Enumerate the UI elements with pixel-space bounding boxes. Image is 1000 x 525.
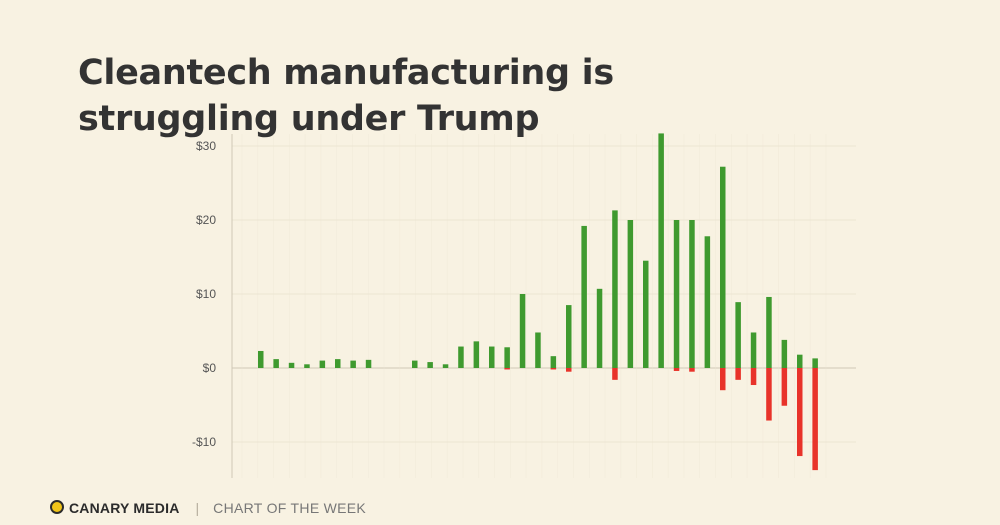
brand-name: CANARY MEDIA bbox=[69, 500, 180, 516]
bar-positive bbox=[766, 296, 772, 368]
bar-positive bbox=[612, 210, 618, 368]
y-tick-label: -$10 bbox=[192, 435, 216, 449]
bar-negative bbox=[550, 368, 557, 370]
y-axis-labels: $30 $20 $10 $0 -$10 bbox=[192, 139, 216, 449]
footer-separator: | bbox=[195, 500, 200, 516]
bar-negative bbox=[566, 368, 572, 372]
bar-positive bbox=[550, 356, 557, 368]
y-tick-label: $30 bbox=[196, 139, 216, 153]
bar-positive bbox=[319, 360, 326, 368]
bar-positive bbox=[735, 302, 741, 368]
y-tick-label: $10 bbox=[196, 287, 216, 301]
bar-positive bbox=[581, 225, 587, 368]
bar-positive bbox=[704, 236, 711, 368]
y-tick-label: $20 bbox=[196, 213, 216, 227]
bar-negative bbox=[720, 368, 726, 391]
grid-lines bbox=[231, 134, 856, 478]
bar-positive bbox=[535, 332, 541, 368]
bar-positive bbox=[273, 359, 279, 368]
bar-positive bbox=[797, 354, 803, 368]
canary-logo-icon bbox=[50, 500, 64, 514]
bar-positive bbox=[643, 260, 649, 368]
bar-positive bbox=[427, 362, 433, 368]
bar-positive bbox=[566, 305, 572, 368]
bar-positive bbox=[673, 220, 680, 368]
bar-positive bbox=[504, 347, 510, 368]
bar-positive bbox=[812, 358, 818, 368]
bar-positive bbox=[335, 359, 341, 368]
bar-positive bbox=[442, 364, 449, 368]
bar-positive bbox=[689, 220, 695, 368]
bar-positive bbox=[458, 346, 464, 368]
bar-positive bbox=[658, 133, 664, 368]
bar-positive bbox=[596, 288, 603, 368]
bar-positive bbox=[365, 359, 372, 368]
bar-positive bbox=[473, 341, 480, 368]
bars bbox=[258, 133, 818, 471]
bar-positive bbox=[750, 332, 757, 368]
bar-positive bbox=[412, 360, 418, 368]
footer: CANARY MEDIA | CHART OF THE WEEK bbox=[50, 496, 366, 520]
bar-positive bbox=[258, 350, 264, 368]
bar-positive bbox=[781, 339, 788, 368]
bar-negative bbox=[797, 368, 803, 457]
bar-negative bbox=[612, 368, 618, 380]
bar-negative bbox=[750, 368, 757, 386]
bar-positive bbox=[304, 364, 310, 368]
bar-negative bbox=[689, 368, 695, 372]
bar-negative bbox=[673, 368, 680, 371]
bar-positive bbox=[489, 346, 495, 368]
bar-negative bbox=[735, 368, 741, 380]
bar-negative bbox=[504, 368, 510, 370]
bar-positive bbox=[350, 360, 356, 368]
footer-tagline: CHART OF THE WEEK bbox=[213, 500, 367, 516]
bar-positive bbox=[288, 362, 295, 368]
bar-negative bbox=[812, 368, 818, 471]
y-tick-label: $0 bbox=[203, 361, 217, 375]
bar-positive bbox=[720, 166, 726, 368]
bar-positive bbox=[519, 294, 526, 368]
bar-negative bbox=[781, 368, 788, 406]
bar-positive bbox=[627, 220, 634, 368]
bar-negative bbox=[766, 368, 772, 421]
chart-title: Cleantech manufacturing is struggling un… bbox=[78, 53, 614, 139]
